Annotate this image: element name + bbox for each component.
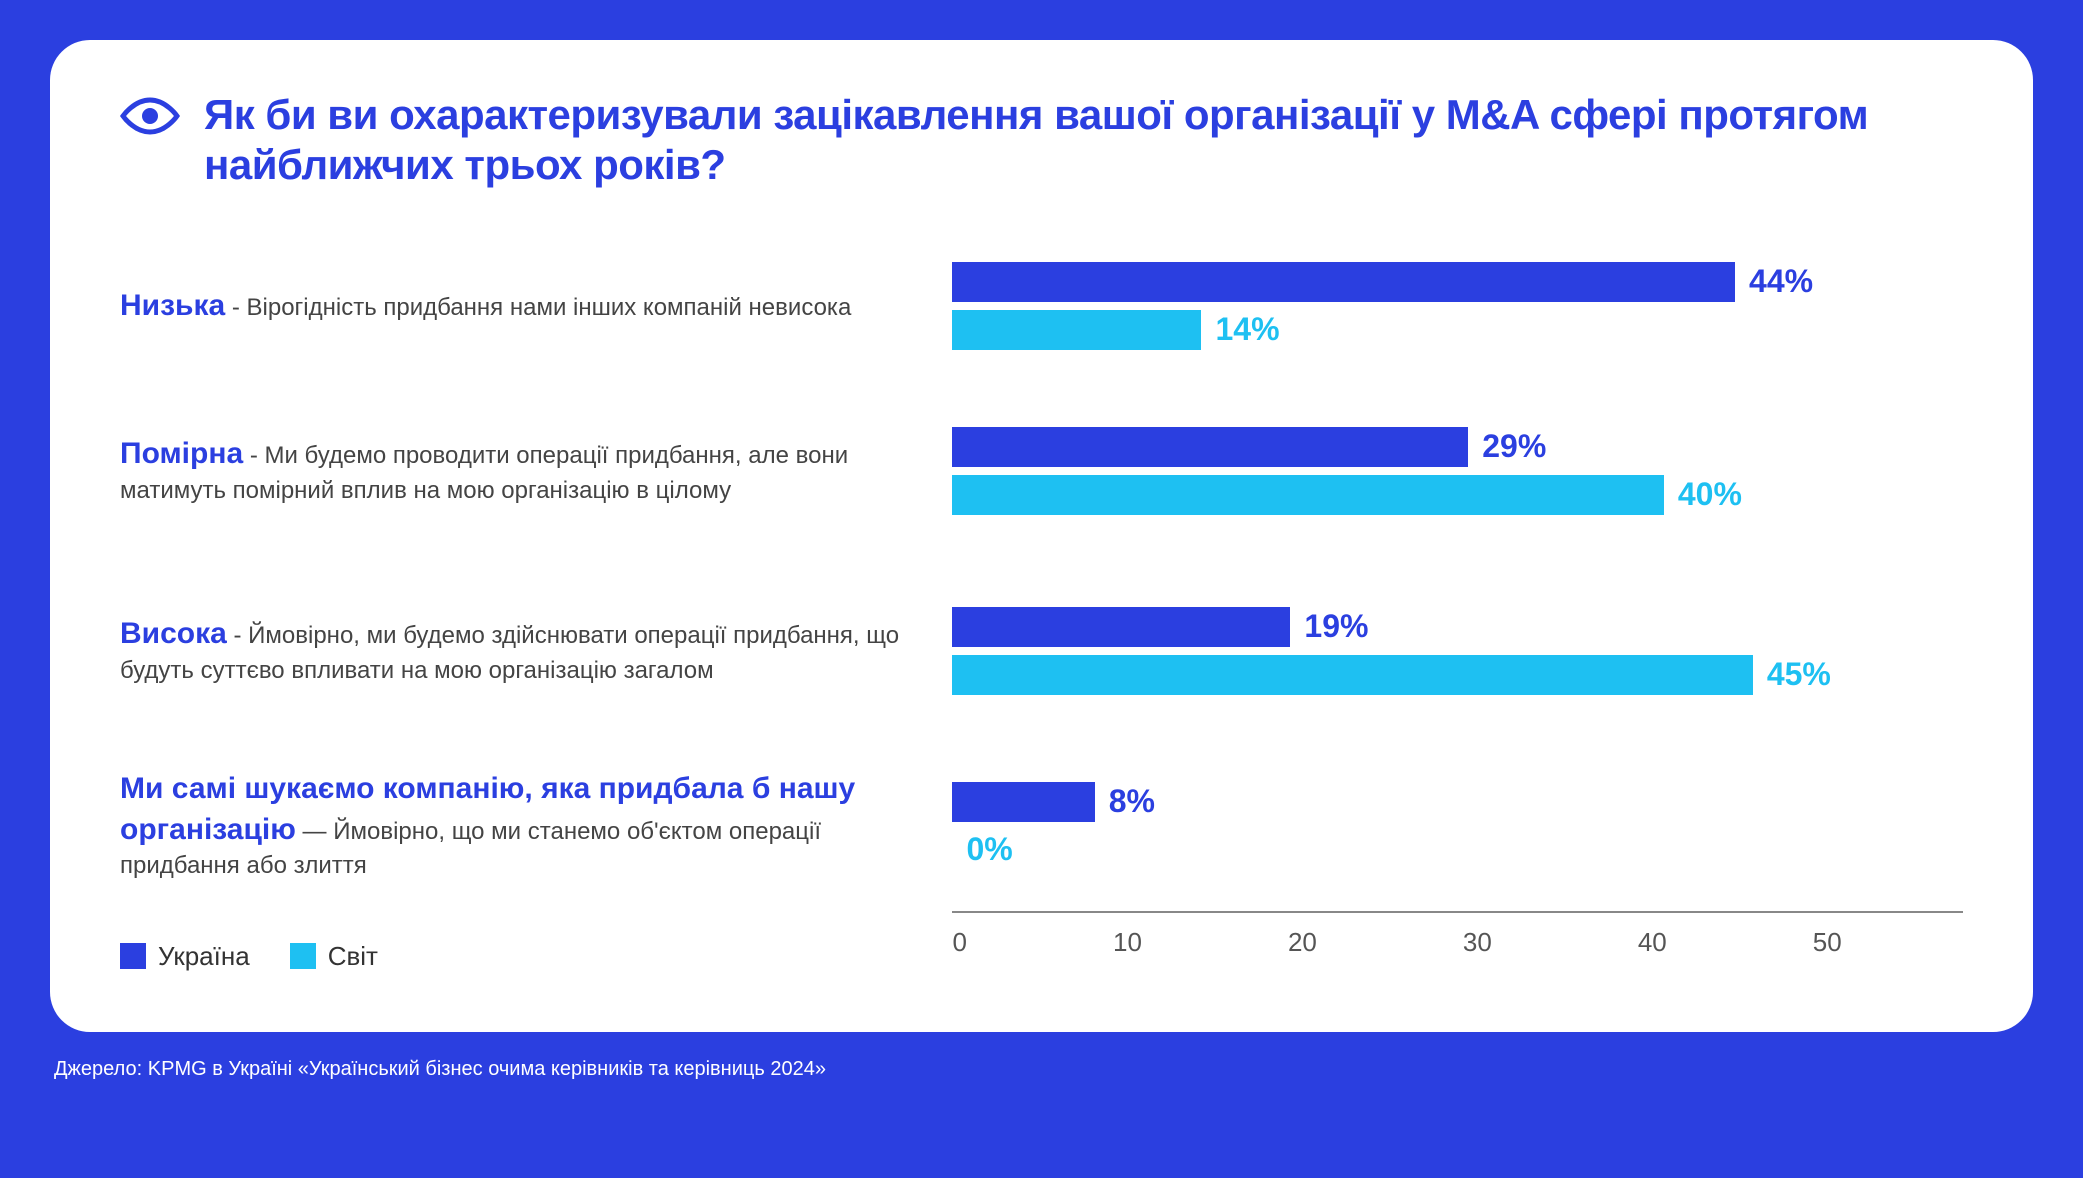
x-tick: 0 [952,927,966,958]
chart-column: 44% 14% 29% 40% 19% 45% 8% 0% 0 10 20 30 40 50 [952,231,1963,972]
category-detail: - Ймовірно, ми будемо здійснювати операц… [120,622,899,684]
bar-group: 19% 45% [952,561,1963,741]
bar-value-label: 45% [1767,656,1831,693]
category-detail: - Вірогідність придбання нами інших комп… [225,294,851,321]
x-axis: 0 10 20 30 40 50 [952,913,1841,958]
source-citation: Джерело: KPMG в Україні «Український біз… [54,1058,2033,1081]
chart-title: Як би ви охарактеризували зацікавлення в… [204,90,1963,191]
chart-plot-area: 44% 14% 29% 40% 19% 45% 8% 0% [952,231,1963,913]
category-title: Помірна [120,437,243,470]
bar-row: 8% [952,782,1963,822]
legend: Україна Світ [120,941,912,972]
category-label: Висока - Ймовірно, ми будемо здійснювати… [120,561,912,741]
category-title: Висока [120,617,227,650]
bar-value-label: 29% [1482,428,1546,465]
category-label: Ми самі шукаємо компанію, яка придбала б… [120,741,912,911]
bar-row: 29% [952,427,1963,467]
categories-column: Низька - Вірогідність придбання нами інш… [120,231,912,972]
bar-value-label: 14% [1215,311,1279,348]
x-tick: 50 [1813,927,1842,958]
legend-item: Україна [120,941,250,972]
bar-value-label: 8% [1109,783,1155,820]
bar-group: 29% 40% [952,381,1963,561]
bar-value-label: 19% [1304,608,1368,645]
category-label: Помірна - Ми будемо проводити операції п… [120,381,912,561]
bar-row: 40% [952,475,1963,515]
bar [952,310,1201,350]
bar-row: 19% [952,607,1963,647]
legend-label: Україна [158,941,250,972]
bar [952,427,1468,467]
legend-item: Світ [290,941,378,972]
bar-value-label: 44% [1749,263,1813,300]
bar-row: 44% [952,262,1963,302]
legend-label: Світ [328,941,378,972]
bar-row: 14% [952,310,1963,350]
legend-swatch [120,943,146,969]
category-title: Низька [120,289,225,322]
bar-group: 8% 0% [952,741,1963,911]
bar-group: 44% 14% [952,231,1963,381]
content: Низька - Вірогідність придбання нами інш… [120,231,1963,972]
bar [952,782,1094,822]
legend-swatch [290,943,316,969]
bar [952,475,1663,515]
bar-value-label: 0% [966,831,1012,868]
x-tick: 30 [1463,927,1492,958]
bar [952,262,1735,302]
x-tick: 20 [1288,927,1317,958]
x-tick: 10 [1113,927,1142,958]
bar [952,655,1752,695]
category-label: Низька - Вірогідність придбання нами інш… [120,231,912,381]
chart-card: Як би ви охарактеризували зацікавлення в… [50,40,2033,1032]
bar-row: 0% [952,830,1963,870]
bar-value-label: 40% [1678,476,1742,513]
bar [952,607,1290,647]
header: Як би ви охарактеризували зацікавлення в… [120,90,1963,191]
x-tick: 40 [1638,927,1667,958]
eye-icon [120,96,180,141]
bar-row: 45% [952,655,1963,695]
